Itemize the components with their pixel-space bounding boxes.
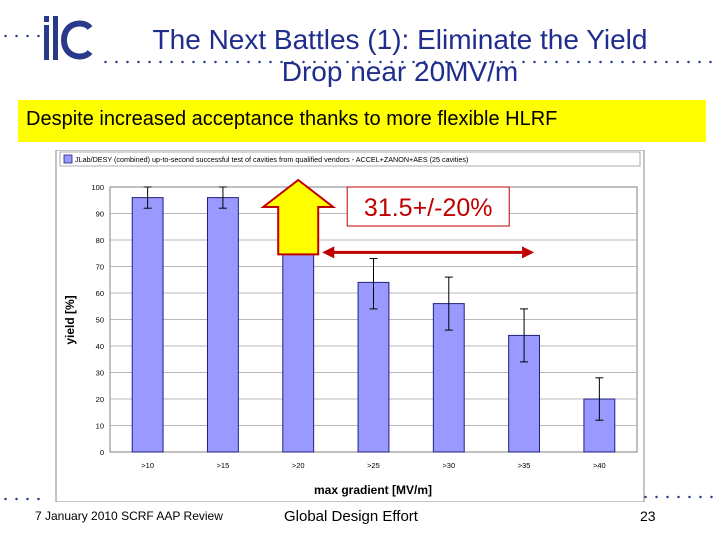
bar-0 — [131, 197, 164, 453]
slide-title: The Next Battles (1): Eliminate the Yiel… — [152, 24, 648, 87]
yield-chart: JLab/DESY (combined) up-to-second succes… — [55, 150, 645, 502]
annotation-text: 31.5+/-20% — [364, 194, 493, 222]
y-tick-30: 30 — [96, 369, 104, 378]
legend-label: JLab/DESY (combined) up-to-second succes… — [75, 155, 468, 164]
x-tick-3: >25 — [367, 461, 380, 470]
footer-center: Global Design Effort — [284, 508, 418, 525]
y-tick-labels: 0 10 20 30 40 50 60 70 80 90 100 — [91, 183, 104, 457]
span-arrowhead-right-icon — [522, 246, 535, 259]
y-axis-label: yield [%] — [63, 295, 77, 344]
page-number: 23 — [640, 508, 656, 524]
y-tick-0: 0 — [100, 448, 104, 457]
y-tick-100: 100 — [91, 183, 104, 192]
y-tick-10: 10 — [96, 422, 104, 431]
y-tick-60: 60 — [96, 289, 104, 298]
x-tick-4: >30 — [442, 461, 455, 470]
top-dotted-line — [0, 34, 40, 38]
bar-2 — [282, 228, 315, 453]
x-tick-1: >15 — [217, 461, 230, 470]
bar-1 — [206, 197, 239, 453]
bottom-dotted-line — [0, 497, 40, 501]
y-tick-40: 40 — [96, 342, 104, 351]
legend-box — [59, 151, 641, 167]
y-tick-80: 80 — [96, 236, 104, 245]
y-tick-50: 50 — [96, 316, 104, 325]
x-tick-0: >10 — [141, 461, 154, 470]
annotation-box — [346, 186, 510, 227]
yield-drop-annotation: 31.5+/-20% — [260, 178, 535, 259]
y-tick-70: 70 — [96, 263, 104, 272]
legend-swatch — [63, 154, 73, 164]
subtitle-banner: Despite increased acceptance thanks to m… — [18, 100, 706, 142]
span-arrowhead-left-icon — [322, 246, 335, 259]
title-underline-dots — [100, 60, 720, 64]
up-arrow-icon — [260, 178, 337, 256]
x-tick-2: >20 — [292, 461, 305, 470]
bottom-right-dotted-line — [640, 495, 720, 499]
x-tick-labels: >10 >15 >20 >25 >30 >35 >40 — [141, 461, 605, 470]
ilc-logo — [40, 14, 96, 64]
footer-date: 7 January 2010 SCRF AAP Review — [35, 509, 223, 523]
x-tick-6: >40 — [593, 461, 606, 470]
x-axis-label: max gradient [MV/m] — [314, 483, 432, 497]
y-tick-20: 20 — [96, 395, 104, 404]
x-tick-5: >35 — [518, 461, 531, 470]
y-tick-90: 90 — [96, 210, 104, 219]
